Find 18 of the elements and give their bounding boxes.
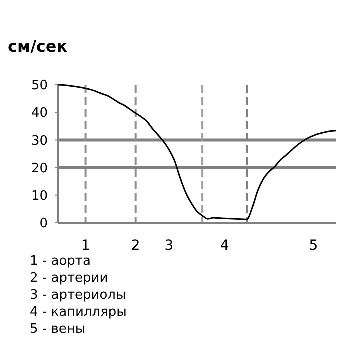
- y-tick-label: 30: [31, 134, 48, 149]
- y-tick-label: 40: [31, 106, 48, 122]
- x-tick-label: 3: [164, 238, 174, 254]
- y-tick-label: 10: [31, 188, 48, 204]
- y-axis-title: см/сек: [8, 37, 68, 56]
- x-tick-label: 5: [309, 238, 318, 254]
- text: 5 - вены: [30, 322, 86, 337]
- text: 3 - артериолы: [30, 288, 126, 303]
- y-tick-label: 0: [40, 216, 48, 232]
- y-tick-label: 20: [31, 161, 48, 176]
- x-tick-label: 2: [131, 238, 140, 254]
- x-tick-label: 1: [81, 238, 90, 254]
- line-series: [57, 84, 337, 220]
- text: 2 - артерии: [30, 271, 108, 286]
- y-tick-label: 50: [31, 78, 48, 94]
- text: 1 - аорта: [30, 254, 91, 269]
- x-tick-label: 4: [220, 238, 230, 254]
- text: 4 - капилляры: [30, 305, 127, 320]
